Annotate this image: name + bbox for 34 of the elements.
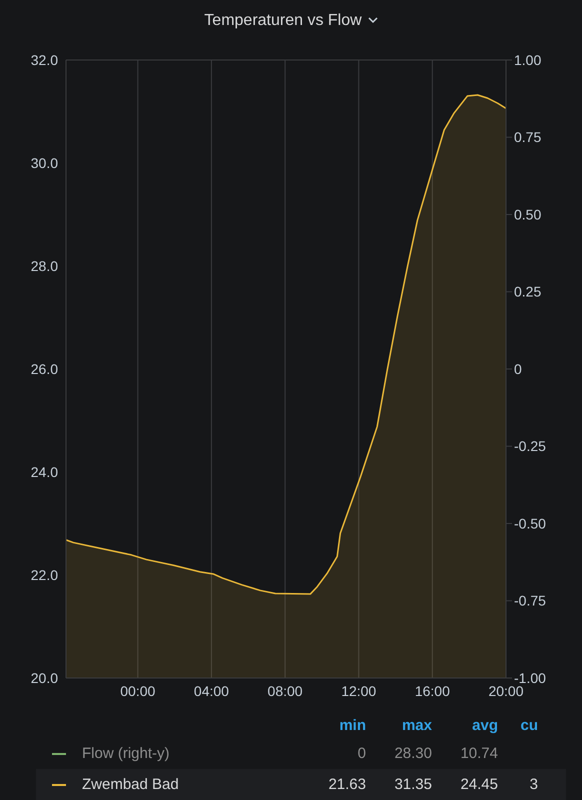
x-tick-label: 08:00 (268, 682, 303, 699)
text: avg (471, 716, 498, 734)
y-tick-label: 22.0 (30, 566, 58, 583)
y-tick-label: 30.0 (30, 154, 58, 171)
x-tick-label: 00:00 (120, 682, 156, 699)
y2-tick-label: 0.50 (514, 206, 542, 222)
text: 31.35 (393, 776, 432, 793)
text: max (400, 716, 432, 734)
chart-title: Temperaturen vs Flow (204, 12, 362, 29)
text: 10.74 (459, 745, 498, 762)
y-tick-label: 28.0 (30, 258, 58, 274)
legend-label: Flow (right-y) (81, 745, 171, 762)
x-tick-label: 16:00 (414, 682, 450, 699)
text: 28.30 (393, 745, 432, 762)
text: min (338, 716, 366, 734)
y2-tick-label: 0.75 (514, 129, 542, 146)
y2-tick-label: 1.00 (514, 52, 542, 68)
text: 24.45 (459, 776, 498, 793)
y2-tick-label: 0 (514, 360, 522, 377)
y-tick-label: 32.0 (30, 52, 58, 68)
text: 21.63 (327, 776, 366, 793)
text: 0 (356, 745, 366, 762)
legend-label: Zwembad Bad (81, 776, 180, 793)
y-tick-label: 20.0 (30, 670, 58, 686)
x-tick-label: 04:00 (194, 682, 230, 699)
text: cu (519, 716, 538, 734)
y2-tick-label: -0.75 (514, 592, 546, 609)
y-tick-label: 24.0 (30, 464, 58, 480)
y2-tick-label: -0.50 (514, 515, 546, 532)
y-tick-label: 26.0 (30, 360, 58, 377)
x-tick-label: 12:00 (341, 682, 376, 699)
y2-tick-label: 0.25 (514, 284, 542, 300)
y2-tick-label: -0.25 (514, 438, 546, 454)
text: 3 (528, 776, 538, 793)
